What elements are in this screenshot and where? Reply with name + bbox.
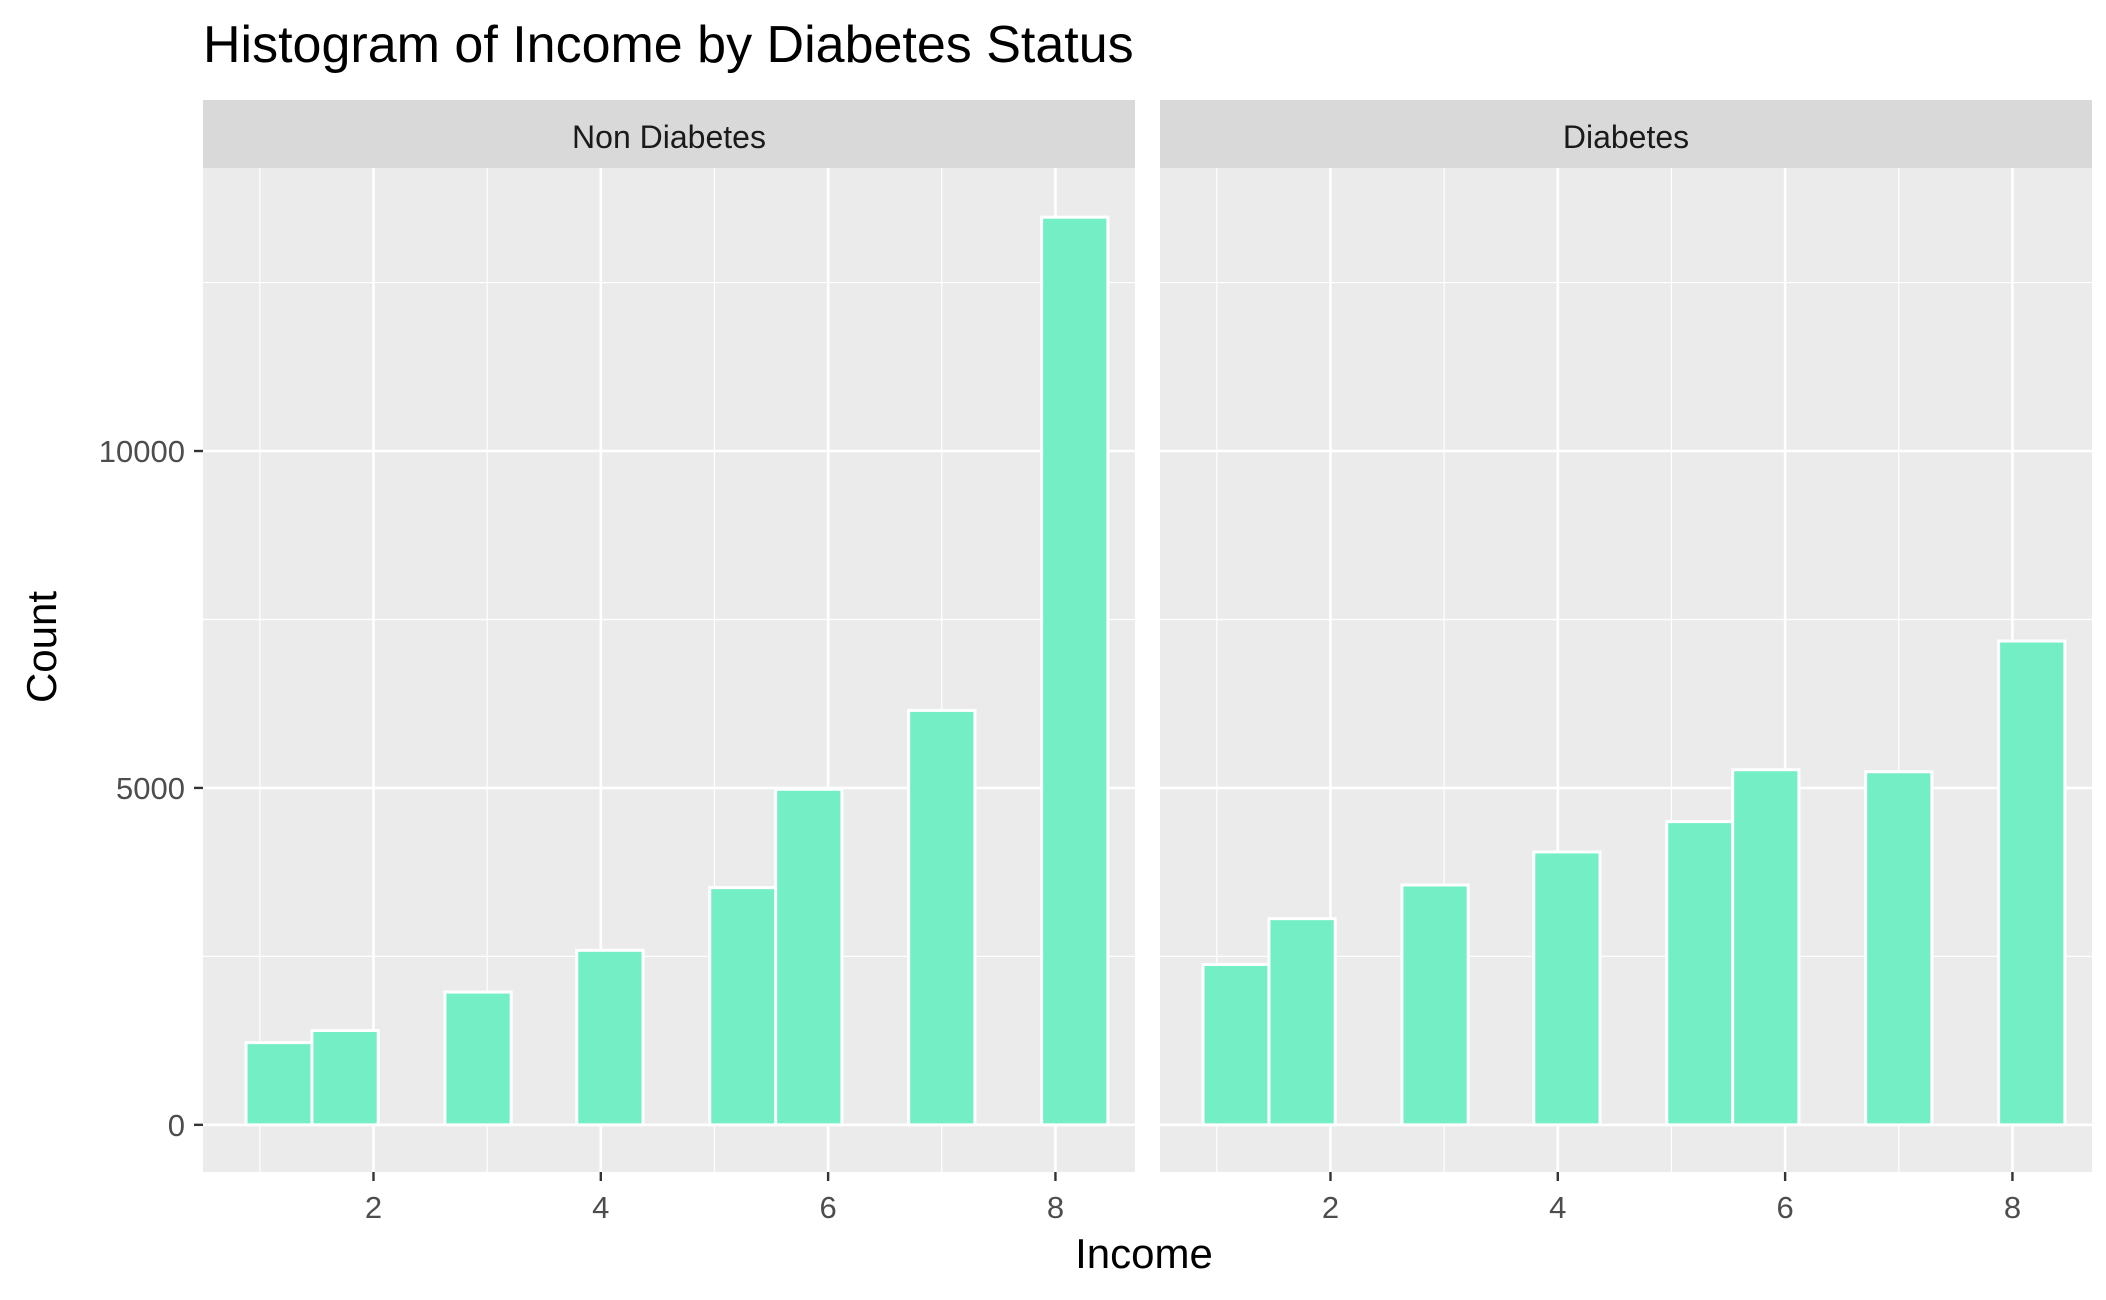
histogram-bar <box>443 990 513 1127</box>
histogram-bar <box>1267 917 1337 1127</box>
y-tick-label: 0 <box>168 1108 185 1143</box>
facet-strip <box>1160 100 2092 168</box>
histogram-bar <box>1731 768 1801 1127</box>
histogram-bar <box>244 1041 314 1127</box>
histogram-bars <box>1201 639 2067 1127</box>
histogram-bar <box>1201 962 1271 1127</box>
x-tick-label: 6 <box>1776 1190 1793 1225</box>
y-axis: 0 5000 10000 <box>99 434 203 1143</box>
x-axis-title: Income <box>1075 1230 1213 1277</box>
histogram-bars <box>244 215 1110 1127</box>
histogram-bar <box>1400 883 1470 1127</box>
histogram-bar <box>1532 850 1602 1127</box>
y-tick-label: 10000 <box>99 434 185 469</box>
histogram-bar <box>1997 639 2067 1127</box>
x-tick-label: 8 <box>1047 1190 1064 1225</box>
chart-title: Histogram of Income by Diabetes Status <box>203 16 1134 74</box>
facet-label: Non Diabetes <box>572 119 766 155</box>
x-tick-label: 4 <box>1549 1190 1566 1225</box>
histogram-bar <box>1665 820 1735 1127</box>
facet-strip <box>203 100 1135 168</box>
histogram-bar <box>575 948 645 1127</box>
facet-panel-1: Non Diabetes 2 4 6 8 <box>203 100 1135 1225</box>
x-tick-label: 2 <box>1322 1190 1339 1225</box>
histogram-bar <box>1864 770 1934 1127</box>
panel-background <box>203 168 1135 1172</box>
histogram-bar <box>907 708 977 1127</box>
y-axis-title: Count <box>18 591 65 703</box>
facet-panels: Non Diabetes 2 4 6 8 Diabetes 2 4 6 8 <box>203 100 2092 1225</box>
facet-label: Diabetes <box>1563 119 1689 155</box>
histogram-bar <box>1040 215 1110 1127</box>
histogram-bar <box>774 787 844 1127</box>
x-tick-label: 8 <box>2004 1190 2021 1225</box>
facet-panel-2: Diabetes 2 4 6 8 <box>1160 100 2092 1225</box>
x-tick-label: 4 <box>592 1190 609 1225</box>
y-tick-label: 5000 <box>116 771 185 806</box>
x-tick-label: 2 <box>365 1190 382 1225</box>
histogram-bar <box>708 886 778 1127</box>
x-tick-label: 6 <box>819 1190 836 1225</box>
histogram-bar <box>310 1028 380 1127</box>
